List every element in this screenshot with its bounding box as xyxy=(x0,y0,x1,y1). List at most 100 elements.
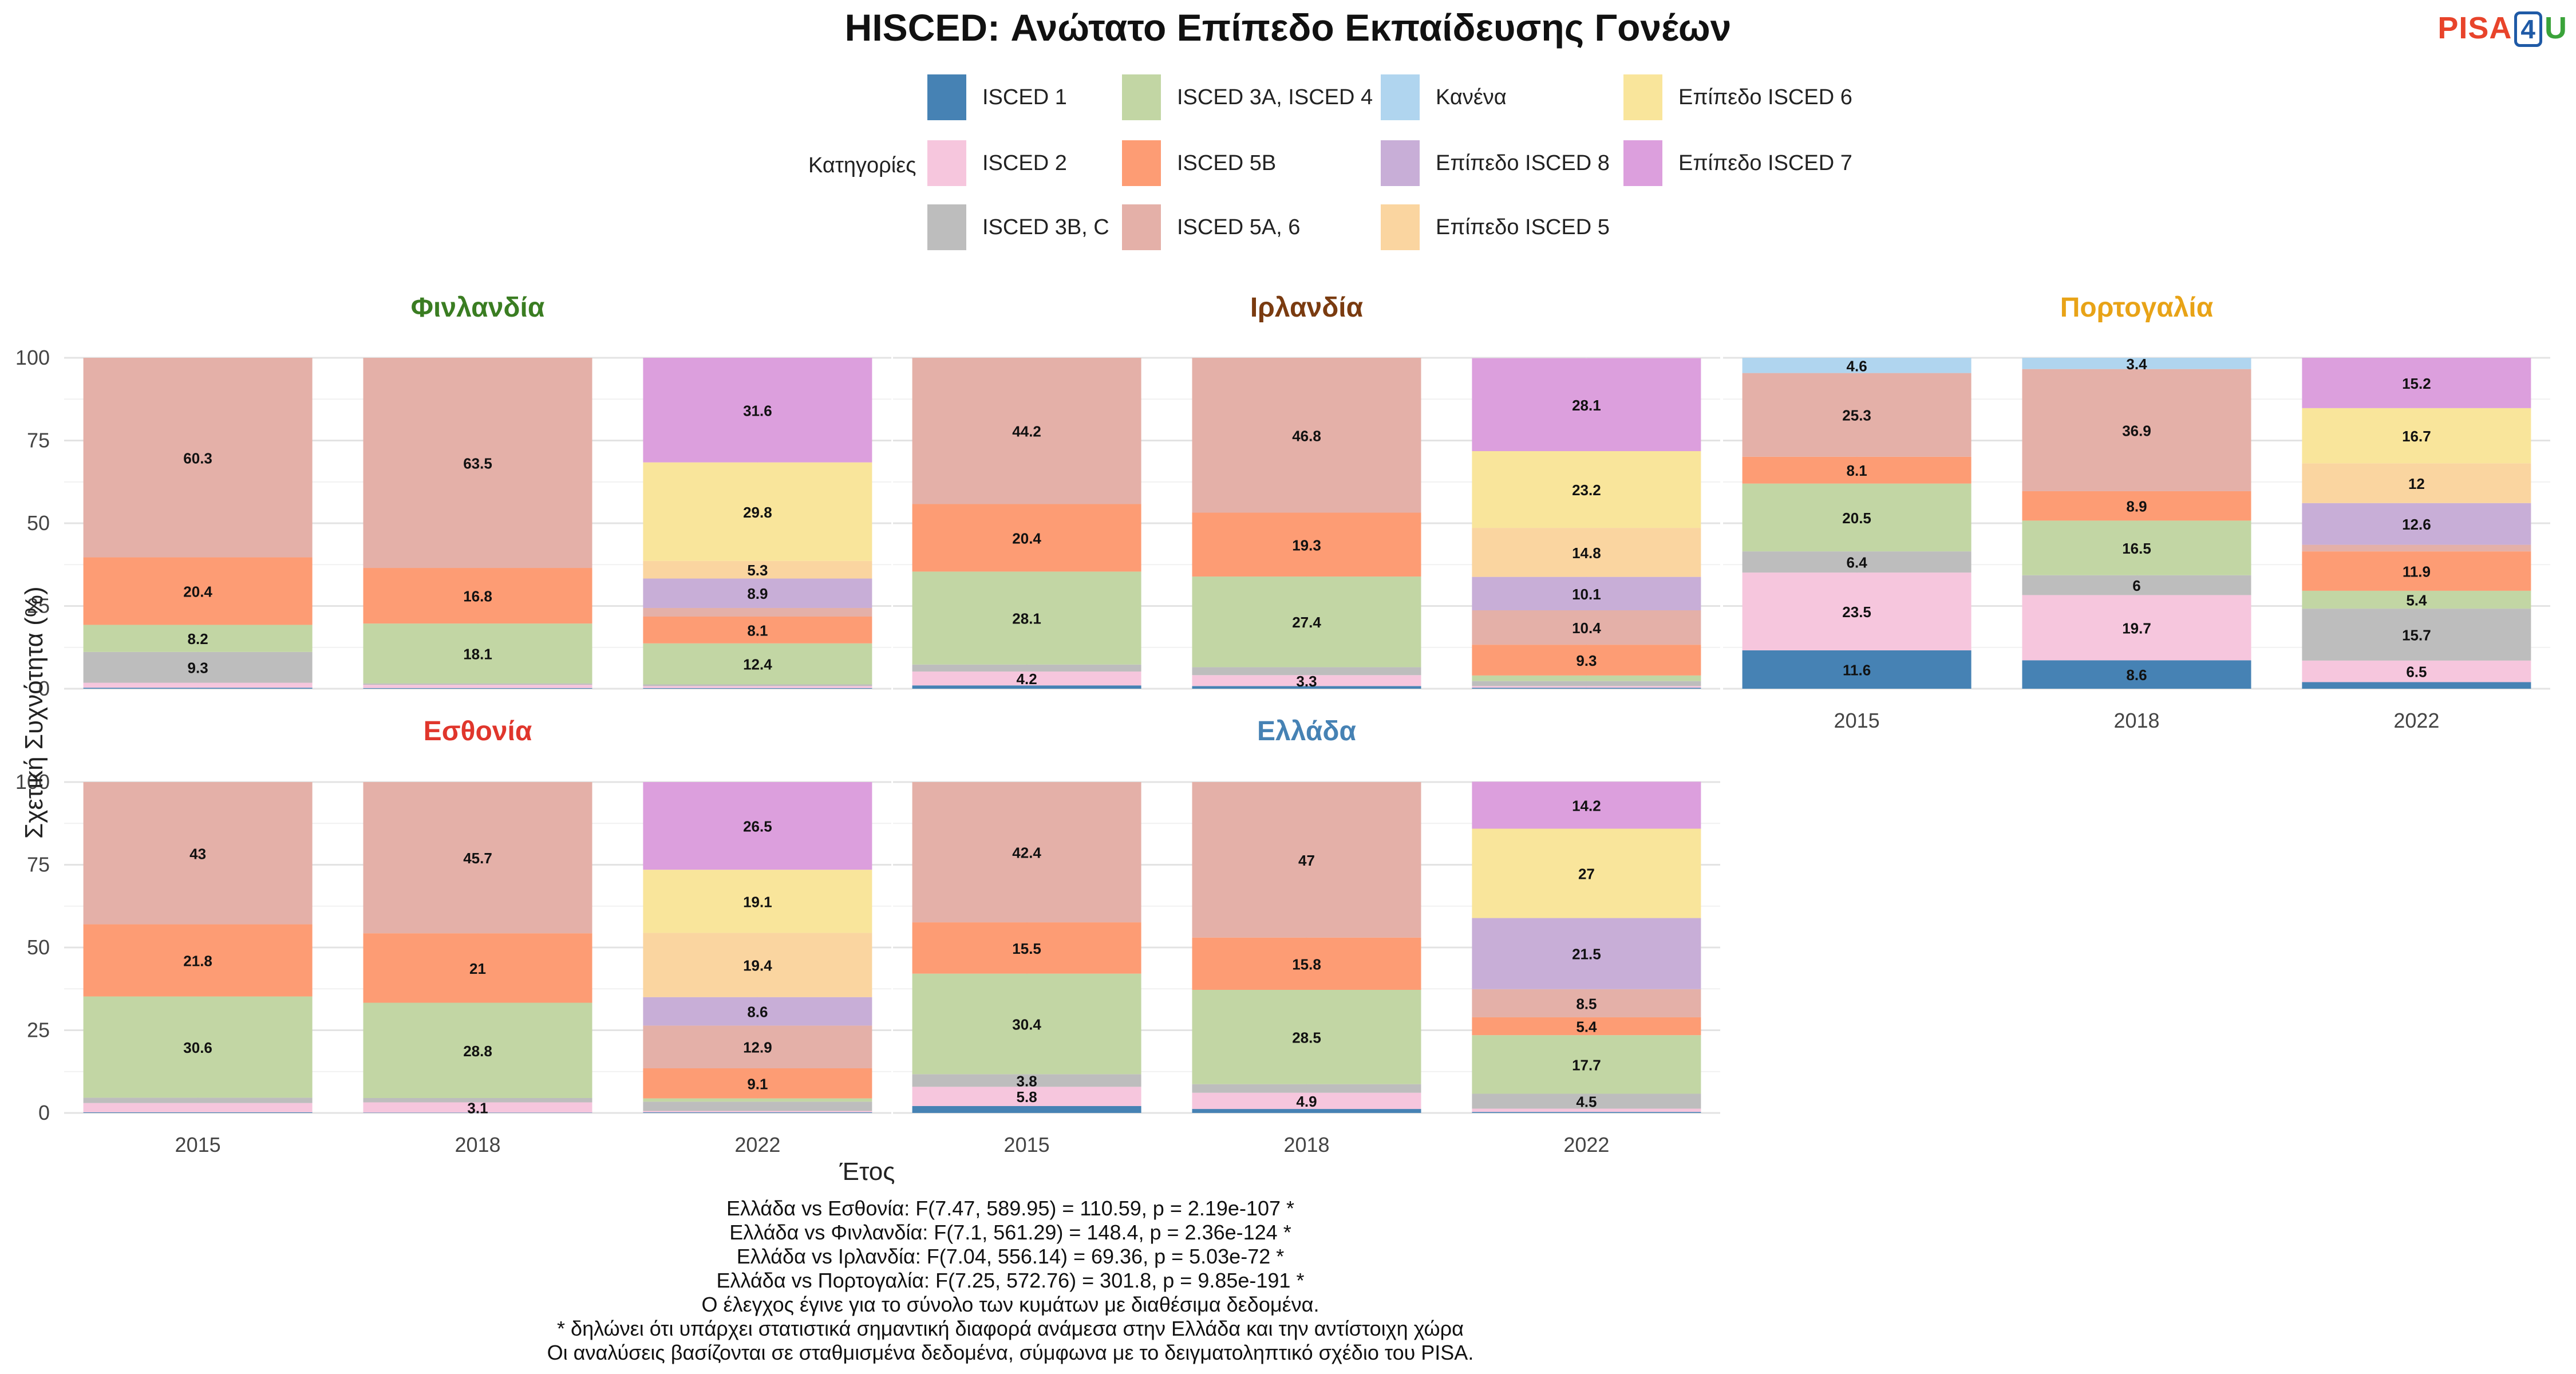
data-label: 31.6 xyxy=(743,402,772,419)
bar-segment xyxy=(1742,373,1971,457)
legend-swatch xyxy=(1122,204,1161,250)
bar-segment xyxy=(643,358,872,463)
data-label: 4.6 xyxy=(1847,357,1867,374)
legend-item: Επίπεδο ISCED 6 xyxy=(1623,74,1852,120)
bar-segment xyxy=(912,782,1141,923)
x-tick-label: 2015 xyxy=(1004,1133,1050,1156)
data-label: 45.7 xyxy=(463,850,492,867)
bar-segment xyxy=(2022,358,2251,369)
legend-swatch xyxy=(927,204,966,250)
data-label: 8.1 xyxy=(747,622,768,639)
data-label: 12.6 xyxy=(2402,516,2431,533)
data-label: 8.1 xyxy=(1847,462,1867,479)
data-label: 3.4 xyxy=(2126,356,2147,373)
bar-segment xyxy=(363,1102,592,1113)
bar-segment xyxy=(1742,456,1971,484)
note-line: * δηλώνει ότι υπάρχει στατιστικά σημαντι… xyxy=(557,1317,1464,1340)
data-label: 19.1 xyxy=(743,893,772,910)
bar-segment xyxy=(1472,610,1701,645)
bar-segment xyxy=(1472,1112,1701,1113)
bar-segment xyxy=(1742,358,1971,373)
bar-segment xyxy=(363,933,592,1003)
bar-segment xyxy=(363,688,592,689)
data-label: 27 xyxy=(1578,866,1595,883)
data-label: 6.4 xyxy=(1847,554,1868,571)
x-tick-label: 2022 xyxy=(2393,709,2439,732)
panel-title: Εσθονία xyxy=(424,716,532,747)
data-label: 42.4 xyxy=(1012,844,1041,862)
data-label: 19.7 xyxy=(2122,619,2151,637)
bar-segment xyxy=(83,1103,313,1112)
note-line: Ελλάδα vs Ιρλανδία: F(7.04, 556.14) = 69… xyxy=(736,1245,1285,1268)
bar-segment xyxy=(1472,645,1701,676)
legend-item: ISCED 3B, C xyxy=(927,204,1109,250)
data-label: 8.5 xyxy=(1576,995,1597,1012)
legend-item: ISCED 1 xyxy=(927,74,1067,120)
x-tick-label: 2022 xyxy=(734,1133,780,1156)
legend-label: ISCED 3A, ISCED 4 xyxy=(1177,85,1373,109)
bar-segment xyxy=(2302,463,2531,503)
legend-label: ISCED 5B xyxy=(1177,151,1277,175)
legend-label: Επίπεδο ISCED 8 xyxy=(1436,151,1610,175)
legend-item: Επίπεδο ISCED 7 xyxy=(1623,140,1852,186)
legend-item: ISCED 3A, ISCED 4 xyxy=(1122,74,1373,120)
bar-segment xyxy=(363,623,592,684)
bar-segment xyxy=(83,688,313,689)
bar-segment xyxy=(363,683,592,685)
data-label: 30.6 xyxy=(183,1039,212,1056)
bar-segment xyxy=(83,652,313,683)
data-label: 8.2 xyxy=(188,630,208,647)
data-label: 19.4 xyxy=(743,957,772,974)
bar-segment xyxy=(912,1087,1141,1106)
bar-segment xyxy=(1472,918,1701,989)
legend-swatch xyxy=(927,140,966,186)
bar-segment xyxy=(1472,451,1701,528)
data-label: 10.4 xyxy=(1572,619,1601,637)
bar-segment xyxy=(1472,686,1701,688)
bar-segment xyxy=(2302,358,2531,408)
legend-label: ISCED 2 xyxy=(982,151,1067,175)
bar-segment xyxy=(643,684,872,686)
x-tick-label: 2018 xyxy=(2113,709,2159,732)
panel-3: Εσθονία025507510030.621.84320153.128.821… xyxy=(15,716,891,1156)
legend-label: ISCED 1 xyxy=(982,85,1067,109)
bar-segment xyxy=(1472,528,1701,577)
bar-segment xyxy=(2302,590,2531,609)
y-tick-label: 75 xyxy=(27,429,50,452)
bar-segment xyxy=(1192,1084,1421,1093)
bar-segment xyxy=(1472,1093,1701,1109)
bar-segment xyxy=(1192,937,1421,990)
y-tick-label: 100 xyxy=(15,346,50,369)
bar-segment xyxy=(643,933,872,997)
bar-segment xyxy=(83,625,313,652)
bar-segment xyxy=(363,1097,592,1103)
data-label: 20.4 xyxy=(1012,530,1041,547)
note-line: Ελλάδα vs Φινλανδία: F(7.1, 561.29) = 14… xyxy=(729,1221,1291,1244)
x-tick-label: 2015 xyxy=(1834,709,1880,732)
bar-segment xyxy=(1472,358,1701,451)
y-axis-title: Σχετική Συχνότητα (%) xyxy=(20,586,48,839)
data-label: 15.8 xyxy=(1292,956,1321,973)
bar-segment xyxy=(83,557,313,625)
data-label: 47 xyxy=(1298,852,1315,869)
bar-segment xyxy=(2022,660,2251,689)
chart-panels: Φινλανδία 0 25 50 75 100 9.3 8.2 20.4 60.3 18.1 16.… xyxy=(15,293,2550,1156)
bar-segment xyxy=(912,922,1141,974)
statistical-notes: Ελλάδα vs Εσθονία: F(7.47, 589.95) = 110… xyxy=(0,1197,2021,1365)
bar-segment xyxy=(83,358,313,558)
bar-segment xyxy=(643,1101,872,1111)
bar-segment xyxy=(1472,781,1701,829)
bar-segment xyxy=(2022,575,2251,595)
data-label: 28.8 xyxy=(463,1043,492,1060)
bar-segment xyxy=(643,1111,872,1112)
bar-segment xyxy=(912,358,1141,504)
legend-swatch xyxy=(1122,140,1161,186)
data-label: 4.2 xyxy=(1017,670,1037,688)
bar-segment xyxy=(912,664,1141,672)
data-label: 28.5 xyxy=(1292,1029,1321,1046)
legend-item: Επίπεδο ISCED 5 xyxy=(1381,204,1610,250)
y-tick-label: 25 xyxy=(27,1018,50,1042)
data-label: 5.3 xyxy=(747,562,768,579)
data-label: 12.4 xyxy=(743,656,772,673)
data-label: 44.2 xyxy=(1012,423,1041,440)
